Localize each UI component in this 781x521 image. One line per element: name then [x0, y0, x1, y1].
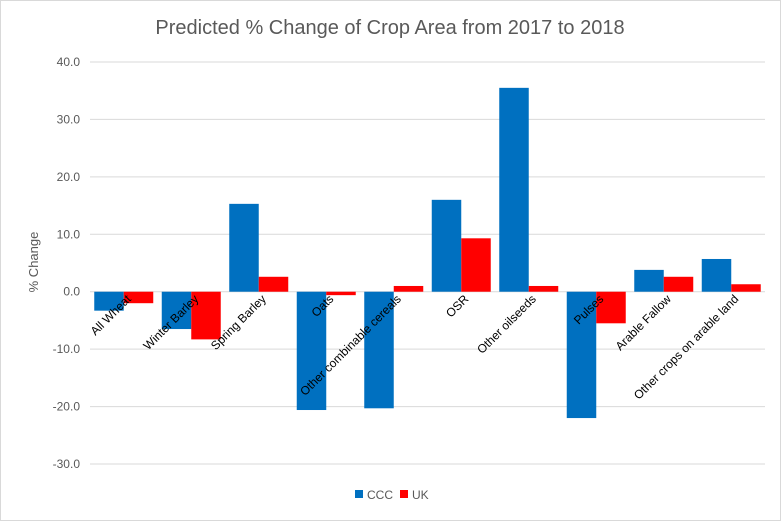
y-tick-label: 0.0	[63, 285, 80, 299]
legend-swatch-ccc	[355, 490, 363, 498]
y-tick-label: 10.0	[57, 227, 81, 241]
bar-ccc-7	[566, 291, 597, 419]
bar-ccc-3	[296, 291, 327, 411]
bar-ccc-5	[431, 199, 462, 292]
bar-uk-6	[528, 285, 559, 292]
bar-ccc-9	[701, 258, 732, 292]
bar-ccc-8	[634, 269, 664, 292]
bars	[94, 87, 761, 419]
category-labels: All Wheat Winter Barley Spring Barley OatsO…	[88, 291, 742, 402]
bar-uk-3	[326, 291, 356, 296]
bar-ccc-1	[161, 291, 192, 330]
y-tick-label: 40.0	[57, 55, 81, 69]
bar-uk-4	[393, 285, 424, 292]
bar-ccc-0	[94, 291, 124, 311]
legend: CCC UK	[355, 488, 429, 502]
category-label: OSR	[443, 292, 472, 321]
y-axis-ticks: 40.0 30.0 20.0 10.0 0.0 -10.0 -20.0 -30.0	[53, 55, 81, 471]
bar-uk-0	[123, 291, 154, 304]
bar-uk-2	[258, 276, 289, 292]
y-tick-label: -10.0	[53, 342, 81, 356]
legend-label-uk: UK	[412, 488, 429, 502]
bar-uk-9	[731, 284, 761, 292]
category-label: Other oilseeds	[474, 292, 539, 357]
chart-title: Predicted % Change of Crop Area from 201…	[155, 17, 624, 39]
y-tick-label: -30.0	[53, 457, 81, 471]
bar-uk-5	[461, 238, 491, 292]
bar-ccc-4	[364, 291, 394, 409]
y-tick-label: -20.0	[53, 400, 81, 414]
bar-uk-8	[663, 276, 694, 292]
legend-swatch-uk	[400, 490, 408, 498]
gridlines	[90, 61, 765, 465]
y-axis-label: % Change	[26, 232, 41, 293]
y-tick-label: 20.0	[57, 170, 81, 184]
bar-ccc-2	[229, 203, 259, 292]
legend-label-ccc: CCC	[367, 488, 393, 502]
bar-uk-7	[596, 291, 626, 324]
bar-ccc-6	[499, 87, 529, 292]
y-tick-label: 30.0	[57, 112, 81, 126]
bar-uk-1	[191, 291, 221, 340]
